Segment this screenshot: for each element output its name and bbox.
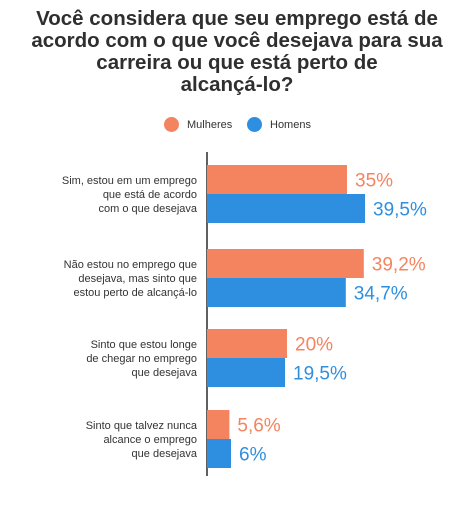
legend-label-homens: Homens [270, 118, 311, 131]
data-label-homens: 19,5% [293, 364, 347, 385]
category-label: estou perto de alcançá-lo [73, 287, 197, 299]
data-label-mulheres: 5,6% [237, 416, 280, 437]
bar-homens [207, 439, 231, 468]
legend: Mulheres Homens [0, 117, 474, 137]
legend-item-mulheres: Mulheres [164, 117, 232, 132]
chart-title: Você considera que seu emprego está de a… [20, 8, 454, 96]
data-label-homens: 34,7% [354, 284, 408, 305]
data-label-mulheres: 39,2% [372, 255, 426, 276]
bar-homens [207, 278, 346, 307]
category-label: Sim, estou em um emprego [62, 175, 197, 187]
category-label: com o que desejava [99, 203, 198, 215]
category-label: Sinto que estou longe [91, 339, 197, 351]
data-label-homens: 39,5% [373, 200, 427, 221]
title-line-2: acordo com o que você desejava para sua [31, 29, 443, 52]
title-line-4: alcançá-lo? [180, 73, 294, 96]
category-label: de chegar no emprego [86, 353, 197, 365]
data-label-homens: 6% [239, 445, 267, 466]
legend-label-mulheres: Mulheres [187, 118, 233, 131]
bar-homens [207, 194, 365, 223]
bar-mulheres [207, 165, 347, 194]
data-label-mulheres: 35% [355, 171, 393, 192]
category-label: alcance o emprego [103, 434, 197, 446]
data-label-mulheres: 20% [295, 335, 333, 356]
bar-homens [207, 358, 285, 387]
legend-swatch-mulheres [164, 117, 179, 132]
category-label: que desejava [132, 448, 198, 460]
category-label: desejava, mas sinto que [78, 273, 197, 285]
category-label: Sinto que talvez nunca [86, 420, 198, 432]
legend-item-homens: Homens [247, 117, 311, 132]
title-line-3: carreira ou que está perto de [96, 51, 378, 74]
bar-mulheres [207, 410, 230, 439]
bar-mulheres [207, 329, 287, 358]
category-label: Não estou no emprego que [64, 259, 197, 271]
title-line-1: Você considera que seu emprego está de [36, 7, 438, 30]
category-label: que desejava [132, 367, 198, 379]
bar-mulheres [207, 249, 364, 278]
category-label: que está de acordo [103, 189, 197, 201]
legend-swatch-homens [247, 117, 262, 132]
